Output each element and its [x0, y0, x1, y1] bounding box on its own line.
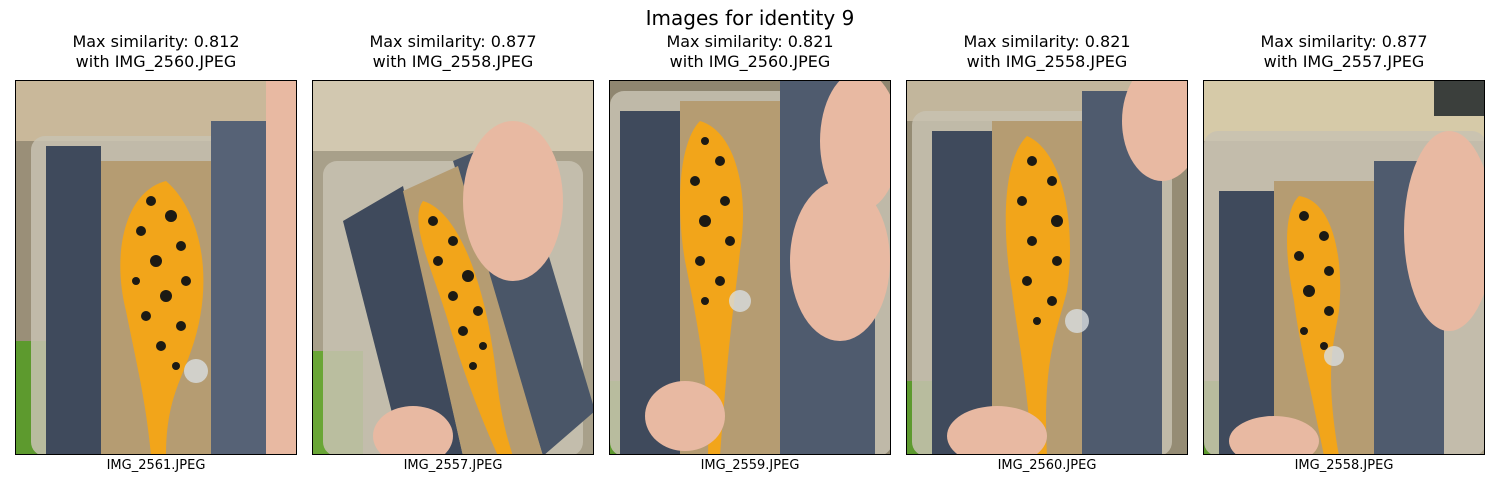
image-panel-5: Max similarity: 0.877 with IMG_2557.JPEG… [1203, 32, 1485, 473]
panel-title-line1: Max similarity: 0.877 [1260, 32, 1428, 51]
image-filename: IMG_2559.JPEG [700, 458, 800, 473]
image-panel-3: Max similarity: 0.821 with IMG_2560.JPEG… [609, 32, 891, 473]
image-filename: IMG_2560.JPEG [997, 458, 1097, 473]
image-panel-1: Max similarity: 0.812 with IMG_2560.JPEG… [15, 32, 297, 473]
panel-title-line1: Max similarity: 0.821 [666, 32, 834, 51]
image-panel-4: Max similarity: 0.821 with IMG_2558.JPEG… [906, 32, 1188, 473]
newt-photo [906, 80, 1188, 455]
image-filename: IMG_2558.JPEG [1294, 458, 1394, 473]
image-panel-2: Max similarity: 0.877 with IMG_2558.JPEG… [312, 32, 594, 473]
newt-photo [15, 80, 297, 455]
panel-title-line2: with IMG_2560.JPEG [669, 52, 831, 71]
figure-title: Images for identity 9 [645, 6, 855, 30]
panel-title-line1: Max similarity: 0.812 [72, 32, 240, 51]
image-filename: IMG_2561.JPEG [106, 458, 206, 473]
image-filename: IMG_2557.JPEG [403, 458, 503, 473]
newt-photo [609, 80, 891, 455]
panel-title-line2: with IMG_2560.JPEG [75, 52, 237, 71]
newt-photo [312, 80, 594, 455]
panel-title-line1: Max similarity: 0.821 [963, 32, 1131, 51]
panel-title-line1: Max similarity: 0.877 [369, 32, 537, 51]
newt-photo [1203, 80, 1485, 455]
panel-title-line2: with IMG_2558.JPEG [966, 52, 1128, 71]
panel-title-line2: with IMG_2557.JPEG [1263, 52, 1425, 71]
panel-title-line2: with IMG_2558.JPEG [372, 52, 534, 71]
